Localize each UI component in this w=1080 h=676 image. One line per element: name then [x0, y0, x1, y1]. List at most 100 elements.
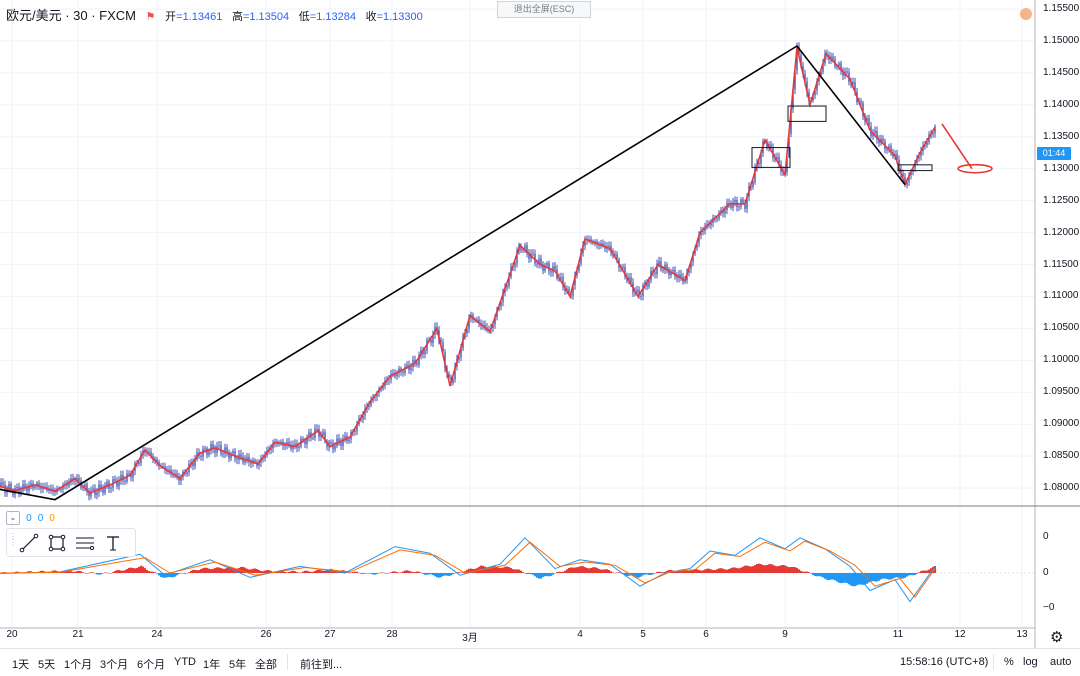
candle-body: [162, 465, 164, 467]
indicator-value-hist: 0: [49, 512, 55, 524]
histogram-bar: [912, 573, 914, 576]
exit-fullscreen-button[interactable]: 退出全屏(ESC): [497, 1, 591, 18]
histogram-bar: [818, 573, 820, 577]
range-5y-button[interactable]: 5年: [229, 659, 247, 671]
histogram-bar: [396, 572, 398, 573]
histogram-bar: [826, 573, 828, 580]
histogram-bar: [418, 571, 420, 573]
histogram-bar: [76, 571, 78, 573]
histogram-bar: [566, 569, 568, 573]
histogram-bar: [828, 573, 830, 580]
trend-line-icon[interactable]: [15, 530, 43, 555]
histogram-bar: [354, 571, 356, 573]
candle-body: [494, 317, 496, 325]
histogram-bar: [560, 571, 562, 573]
histogram-bar: [108, 573, 110, 574]
histogram-bar: [378, 573, 380, 574]
histogram-bar: [824, 573, 826, 579]
gear-icon[interactable]: ⚙: [1050, 629, 1064, 646]
histogram-bar: [556, 572, 558, 573]
range-5d-button[interactable]: 5天: [38, 659, 56, 671]
clock[interactable]: 15:58:16 (UTC+8): [900, 656, 989, 668]
histogram-bar: [212, 568, 214, 573]
flag-icon[interactable]: ⚑: [145, 11, 156, 23]
signal-line: [0, 540, 936, 599]
histogram-bar: [934, 565, 936, 573]
range-6m-button[interactable]: 6个月: [137, 659, 166, 671]
range-1d-button[interactable]: 1天: [12, 659, 30, 671]
range-1m-button[interactable]: 1个月: [64, 659, 93, 671]
candle-body: [192, 462, 194, 466]
histogram-bar: [384, 573, 386, 574]
date-axis[interactable]: 20 21 24 26 27 28 3月 4 5 6 9 11 12 13: [0, 629, 1035, 645]
goto-date-button[interactable]: 前往到...: [300, 659, 343, 671]
text-icon[interactable]: [99, 530, 127, 555]
histogram-bar: [582, 566, 584, 573]
candle-body: [306, 437, 308, 445]
range-all-button[interactable]: 全部: [255, 659, 277, 671]
histogram-bar: [496, 566, 498, 573]
range-3m-button[interactable]: 3个月: [100, 659, 129, 671]
candle-body: [876, 130, 878, 140]
rectangle-icon[interactable]: [43, 530, 71, 555]
histogram-bar: [364, 573, 366, 574]
candle-body: [138, 463, 140, 465]
candle-body: [868, 118, 870, 127]
histogram-bar: [452, 573, 454, 575]
candle-body: [758, 162, 760, 164]
fib-icon[interactable]: [71, 530, 99, 555]
candle-body: [538, 258, 540, 265]
histogram-bar: [652, 573, 654, 575]
histogram-bar: [440, 573, 442, 578]
histogram-bar: [690, 570, 692, 573]
histogram-bar: [502, 567, 504, 573]
candle-body: [30, 483, 32, 486]
histogram-bar: [834, 573, 836, 581]
range-ytd-button[interactable]: YTD: [174, 656, 196, 668]
histogram-bar: [408, 570, 410, 573]
log-toggle[interactable]: log: [1023, 656, 1038, 668]
candle-body: [676, 276, 678, 279]
histogram-bar: [542, 573, 544, 578]
candle-body: [794, 70, 796, 90]
alert-icon[interactable]: [1020, 8, 1032, 20]
histogram-bar: [760, 564, 762, 573]
histogram-bar: [786, 566, 788, 573]
histogram-bar: [646, 573, 648, 575]
histogram-bar: [194, 569, 196, 573]
histogram-bar: [508, 567, 510, 573]
histogram-bar: [196, 570, 198, 573]
range-1y-button[interactable]: 1年: [203, 659, 221, 671]
histogram-bar: [916, 573, 918, 574]
histogram-bar: [886, 573, 888, 580]
candle-body: [802, 66, 804, 75]
histogram-bar: [412, 572, 414, 573]
histogram-bar: [144, 568, 146, 573]
drag-handle-icon[interactable]: ⋮ ⋮: [9, 532, 17, 547]
histogram-bar: [184, 573, 186, 574]
histogram-bar: [242, 566, 244, 573]
histogram-bar: [552, 573, 554, 575]
candle-body: [86, 484, 88, 492]
candle-body: [132, 470, 134, 478]
histogram-bar: [740, 567, 742, 573]
candle-body: [246, 457, 248, 460]
candle-body: [316, 428, 318, 430]
candle-body: [340, 442, 342, 446]
histogram-bar: [558, 571, 560, 573]
candle-body: [250, 462, 252, 464]
candle-body: [932, 133, 934, 135]
histogram-bar: [920, 571, 922, 573]
histogram-bar: [390, 572, 392, 573]
candle-body: [636, 289, 638, 292]
candle-body: [840, 63, 842, 71]
candle-body: [284, 445, 286, 447]
percent-toggle[interactable]: %: [1004, 656, 1014, 668]
candle-body: [124, 480, 126, 482]
chevron-down-icon[interactable]: ⌄: [6, 511, 20, 525]
auto-toggle[interactable]: auto: [1050, 656, 1072, 668]
histogram-bar: [88, 572, 90, 574]
candle-body: [902, 173, 904, 177]
symbol-title[interactable]: 欧元/美元 · 30 · FXCM: [6, 8, 137, 23]
